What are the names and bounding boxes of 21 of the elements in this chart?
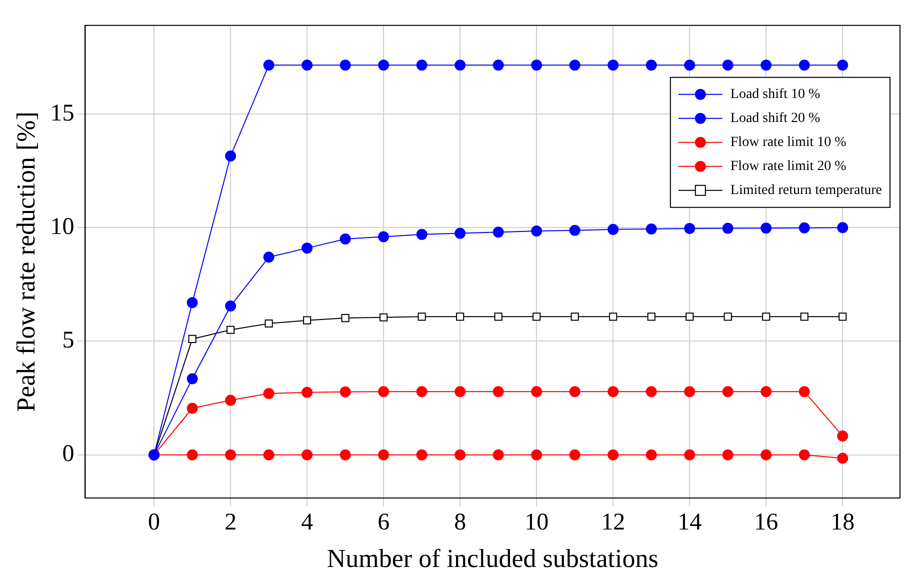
x-tick-label: 10 [524, 510, 549, 536]
legend-label: Load shift 20 % [730, 111, 821, 126]
x-tick-label: 18 [830, 510, 855, 536]
x-tick-label: 4 [301, 510, 314, 536]
x-tick-label: 0 [148, 510, 160, 536]
y-axis-title: Peak flow rate reduction [%] [11, 112, 40, 412]
y-tick-label: 10 [50, 214, 74, 240]
y-tick-label: 15 [50, 100, 74, 126]
x-tick-label: 12 [601, 510, 626, 536]
legend-label: Load shift 10 % [730, 87, 821, 102]
x-tick-label: 16 [754, 510, 778, 536]
x-tick-label: 6 [378, 510, 390, 536]
x-tick-label: 8 [454, 510, 466, 536]
y-tick-label: 0 [62, 441, 74, 468]
legend-label: Flow rate limit 20 % [730, 159, 847, 174]
x-tick-label: 2 [224, 510, 237, 536]
x-axis-title: Number of included substations [326, 544, 658, 574]
legend-label: Limited return temperature [730, 183, 882, 198]
legend-label: Flow rate limit 10 % [730, 135, 847, 150]
y-tick-label: 5 [62, 328, 74, 354]
x-tick-label: 14 [678, 510, 702, 536]
